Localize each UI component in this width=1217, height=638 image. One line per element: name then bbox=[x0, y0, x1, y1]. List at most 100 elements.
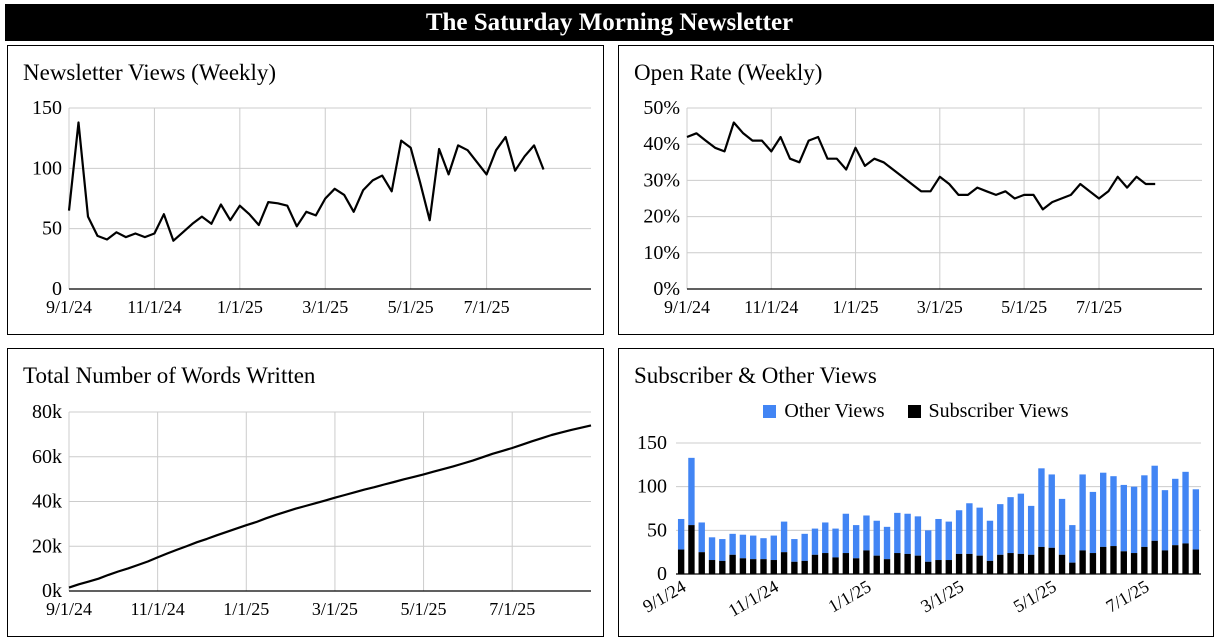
subscriber-views-bar bbox=[770, 560, 777, 574]
legend-swatch-subscriber bbox=[907, 405, 921, 418]
words-y-tick-label: 40k bbox=[32, 491, 62, 513]
subscriber-views-bar bbox=[1141, 546, 1148, 574]
open-rate-y-tick-label: 30% bbox=[643, 169, 680, 191]
subscriber-views-bar bbox=[801, 560, 808, 574]
other-views-bar bbox=[1069, 525, 1076, 563]
subscriber-views-bar bbox=[1120, 551, 1127, 574]
open-rate-y-tick-label: 10% bbox=[643, 242, 680, 264]
words-x-tick-label: 11/1/24 bbox=[130, 599, 184, 619]
subscriber-views-bar bbox=[904, 553, 911, 574]
words-chart: 9/1/24 11/1/24 1/1/25 3/1/25 5/1/25 7/1/25 0k 2… bbox=[32, 401, 592, 619]
open-rate-y-tick-label: 20% bbox=[643, 206, 680, 228]
views-x-tick-label: 11/1/24 bbox=[127, 297, 181, 317]
other-views-bar bbox=[822, 522, 829, 554]
other-views-bar bbox=[955, 510, 963, 554]
views-x-tick-label: 9/1/24 bbox=[46, 297, 92, 317]
legend-item-subscriber: Subscriber Views bbox=[907, 400, 1069, 422]
stacked-x-tick-label: 11/1/24 bbox=[725, 576, 782, 620]
other-views-bar bbox=[935, 518, 942, 561]
subscriber-views-bar bbox=[997, 554, 1004, 574]
other-views-bar bbox=[1182, 471, 1189, 544]
views-x-tick-label: 5/1/25 bbox=[388, 297, 434, 317]
other-views-bar bbox=[925, 530, 932, 562]
other-views-bar bbox=[852, 525, 860, 559]
other-views-bar bbox=[1027, 505, 1035, 555]
other-views-bar bbox=[1079, 474, 1086, 551]
legend-label-other: Other Views bbox=[784, 400, 885, 422]
open-rate-chart-title: Open Rate (Weekly) bbox=[634, 60, 823, 85]
other-views-bar bbox=[1007, 497, 1014, 554]
subscriber-views-bar bbox=[1038, 546, 1045, 574]
other-views-bar bbox=[966, 503, 973, 554]
other-views-bar bbox=[945, 521, 952, 561]
subscriber-views-bar bbox=[852, 558, 860, 574]
open-rate-x-tick-label: 7/1/25 bbox=[1076, 297, 1122, 317]
other-views-bar bbox=[1038, 468, 1045, 547]
views-y-tick-label: 150 bbox=[32, 97, 62, 119]
views-chart-panel: Newsletter Views (Weekly) 9/1/24 11/1/24 1… bbox=[7, 45, 604, 335]
stacked-y-tick-label: 0 bbox=[657, 563, 667, 585]
words-series-line bbox=[68, 424, 592, 589]
other-views-bar bbox=[1192, 489, 1200, 550]
subscriber-views-bar bbox=[914, 555, 922, 574]
subscriber-views-bar bbox=[1161, 550, 1169, 574]
subscriber-views-bar bbox=[863, 550, 870, 574]
open-rate-chart: 9/1/24 11/1/24 1/1/25 3/1/25 5/1/25 7/1/25 0% 1… bbox=[643, 97, 1202, 317]
words-x-tick-label: 9/1/24 bbox=[46, 599, 92, 619]
open-rate-series-line bbox=[686, 121, 1156, 211]
open-rate-y-tick-label: 0% bbox=[653, 278, 680, 300]
other-views-bar bbox=[1017, 493, 1025, 554]
other-views-bar bbox=[842, 513, 850, 554]
subscriber-views-bar bbox=[791, 561, 798, 574]
other-views-bar bbox=[1141, 475, 1148, 547]
stacked-x-tick-label: 1/1/25 bbox=[825, 576, 875, 616]
other-views-bar bbox=[760, 538, 767, 560]
subscriber-views-bar bbox=[1110, 546, 1117, 574]
other-views-bar bbox=[1058, 498, 1066, 555]
subscriber-views-bar bbox=[832, 557, 839, 574]
subscriber-views-bar bbox=[811, 554, 819, 574]
other-views-bar bbox=[698, 522, 705, 553]
other-views-bar bbox=[997, 504, 1004, 555]
open-rate-x-tick-label: 1/1/25 bbox=[833, 297, 879, 317]
subscriber-views-bar bbox=[966, 553, 973, 574]
other-views-bar bbox=[1151, 465, 1158, 541]
views-x-tick-label: 3/1/25 bbox=[302, 297, 348, 317]
subscriber-views-bar bbox=[760, 559, 767, 574]
subscriber-views-bar bbox=[873, 555, 880, 574]
views-x-tick-label: 1/1/25 bbox=[217, 297, 263, 317]
subscriber-views-bar bbox=[1048, 547, 1055, 574]
other-views-bar bbox=[863, 515, 870, 551]
words-x-tick-label: 5/1/25 bbox=[401, 599, 447, 619]
subscriber-views-bar bbox=[1130, 553, 1138, 574]
views-chart: 9/1/24 11/1/24 1/1/25 3/1/25 5/1/25 7/1/25 0 50… bbox=[32, 97, 591, 317]
other-views-bar bbox=[1172, 478, 1179, 546]
open-rate-y-tick-label: 40% bbox=[643, 133, 680, 155]
subscriber-views-bar bbox=[955, 553, 963, 574]
views-y-tick-label: 100 bbox=[32, 157, 62, 179]
views-y-tick-label: 0 bbox=[52, 278, 62, 300]
stacked-x-tick-label: 3/1/25 bbox=[917, 576, 967, 616]
legend-swatch-other bbox=[763, 405, 777, 418]
words-chart-title: Total Number of Words Written bbox=[23, 363, 316, 388]
stacked-y-tick-label: 50 bbox=[647, 519, 667, 541]
views-y-tick-label: 50 bbox=[42, 218, 62, 240]
other-views-bar bbox=[688, 457, 695, 526]
words-y-tick-label: 0k bbox=[42, 580, 62, 602]
subscriber-views-bar bbox=[698, 552, 705, 574]
other-views-bar bbox=[832, 528, 839, 558]
views-x-tick-label: 7/1/25 bbox=[464, 297, 510, 317]
subscriber-views-bar bbox=[739, 558, 747, 574]
subscriber-views-bar bbox=[1172, 545, 1179, 574]
subscriber-views-bar bbox=[708, 560, 716, 574]
stacked-x-tick-label: 7/1/25 bbox=[1103, 576, 1153, 616]
subscriber-views-bar bbox=[1151, 540, 1158, 574]
other-views-bar bbox=[1110, 476, 1117, 547]
other-views-bar bbox=[770, 535, 777, 561]
subscriber-views-bar bbox=[986, 560, 994, 574]
words-x-tick-label: 1/1/25 bbox=[223, 599, 269, 619]
other-views-bar bbox=[739, 534, 747, 559]
subscriber-views-bar bbox=[688, 525, 695, 574]
views-series-line bbox=[67, 121, 545, 242]
other-views-bar bbox=[1100, 472, 1107, 547]
